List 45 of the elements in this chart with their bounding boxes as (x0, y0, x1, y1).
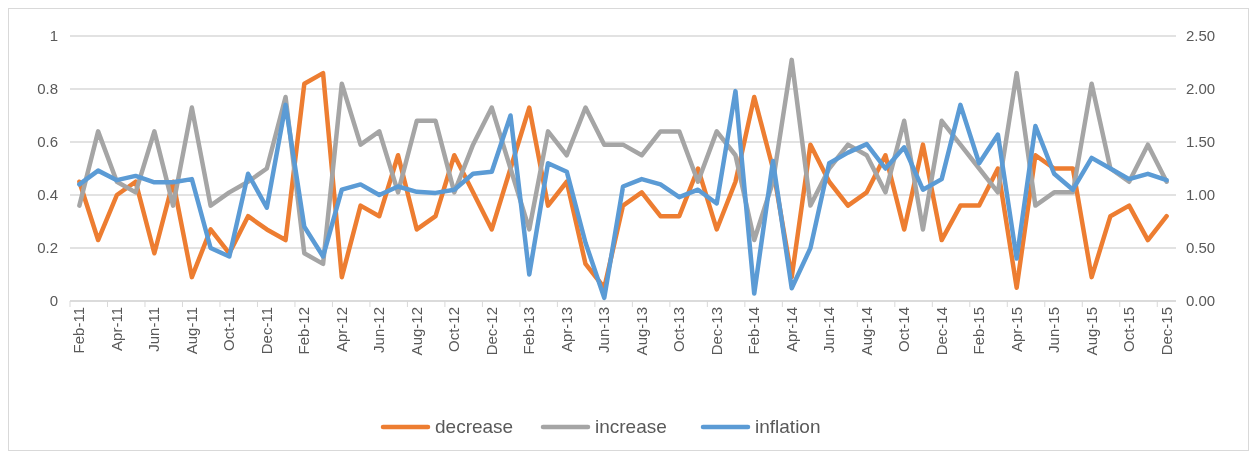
x-tick-label: Jun-13 (595, 307, 613, 353)
legend-label: increase (595, 416, 667, 437)
x-tick-label: Dec-15 (1157, 307, 1175, 356)
x-tick-label: Apr-12 (332, 307, 350, 353)
x-tick-label: Jun-11 (145, 307, 163, 352)
x-tick-label: Feb-11 (70, 307, 88, 354)
x-tick-label: Oct-11 (220, 307, 238, 351)
x-tick-label: Feb-15 (970, 307, 988, 355)
x-tick-label: Dec-13 (707, 307, 725, 356)
x-tick-label: Aug-14 (857, 307, 875, 356)
y-tick-label: 0.8 (37, 80, 58, 97)
x-tick-label: Oct-15 (1120, 307, 1138, 353)
y-tick-label: 0.2 (37, 239, 58, 256)
y2-tick-label: 2.50 (1186, 27, 1216, 44)
x-tick-label: Feb-14 (745, 307, 763, 355)
y-tick-label: 0.6 (37, 133, 58, 150)
y2-tick-label: 0.50 (1186, 239, 1216, 256)
y-tick-label: 1 (49, 27, 58, 44)
y2-tick-label: 2.00 (1186, 80, 1216, 97)
y-tick-label: 0.4 (37, 186, 58, 203)
x-tick-label: Jun-15 (1045, 307, 1063, 353)
x-tick-label: Apr-13 (557, 307, 575, 353)
x-tick-label: Apr-15 (1007, 307, 1025, 353)
x-tick-label: Jun-14 (820, 307, 838, 353)
x-tick-label: Feb-12 (295, 307, 313, 355)
x-tick-label: Dec-11 (257, 307, 275, 355)
x-tick-label: Feb-13 (520, 307, 538, 355)
x-tick-label: Aug-15 (1082, 307, 1100, 356)
x-tick-label: Oct-13 (670, 307, 688, 353)
x-tick-label: Aug-12 (407, 307, 425, 356)
legend-label: inflation (755, 416, 821, 437)
x-tick-label: Aug-11 (182, 307, 200, 355)
y2-tick-label: 0.00 (1186, 292, 1216, 309)
y2-tick-label: 1.00 (1186, 186, 1216, 203)
y-tick-label: 0 (49, 292, 58, 309)
x-tick-label: Oct-12 (445, 307, 463, 353)
x-tick-label: Aug-13 (632, 307, 650, 356)
x-tick-label: Dec-12 (482, 307, 500, 356)
x-tick-label: Dec-14 (932, 307, 950, 356)
legend-label: decrease (435, 416, 514, 437)
x-tick-label: Apr-14 (782, 307, 800, 353)
x-tick-label: Apr-11 (107, 307, 125, 351)
x-tick-label: Oct-14 (895, 307, 913, 353)
x-tick-label: Jun-12 (370, 307, 388, 353)
y2-tick-label: 1.50 (1186, 133, 1216, 150)
